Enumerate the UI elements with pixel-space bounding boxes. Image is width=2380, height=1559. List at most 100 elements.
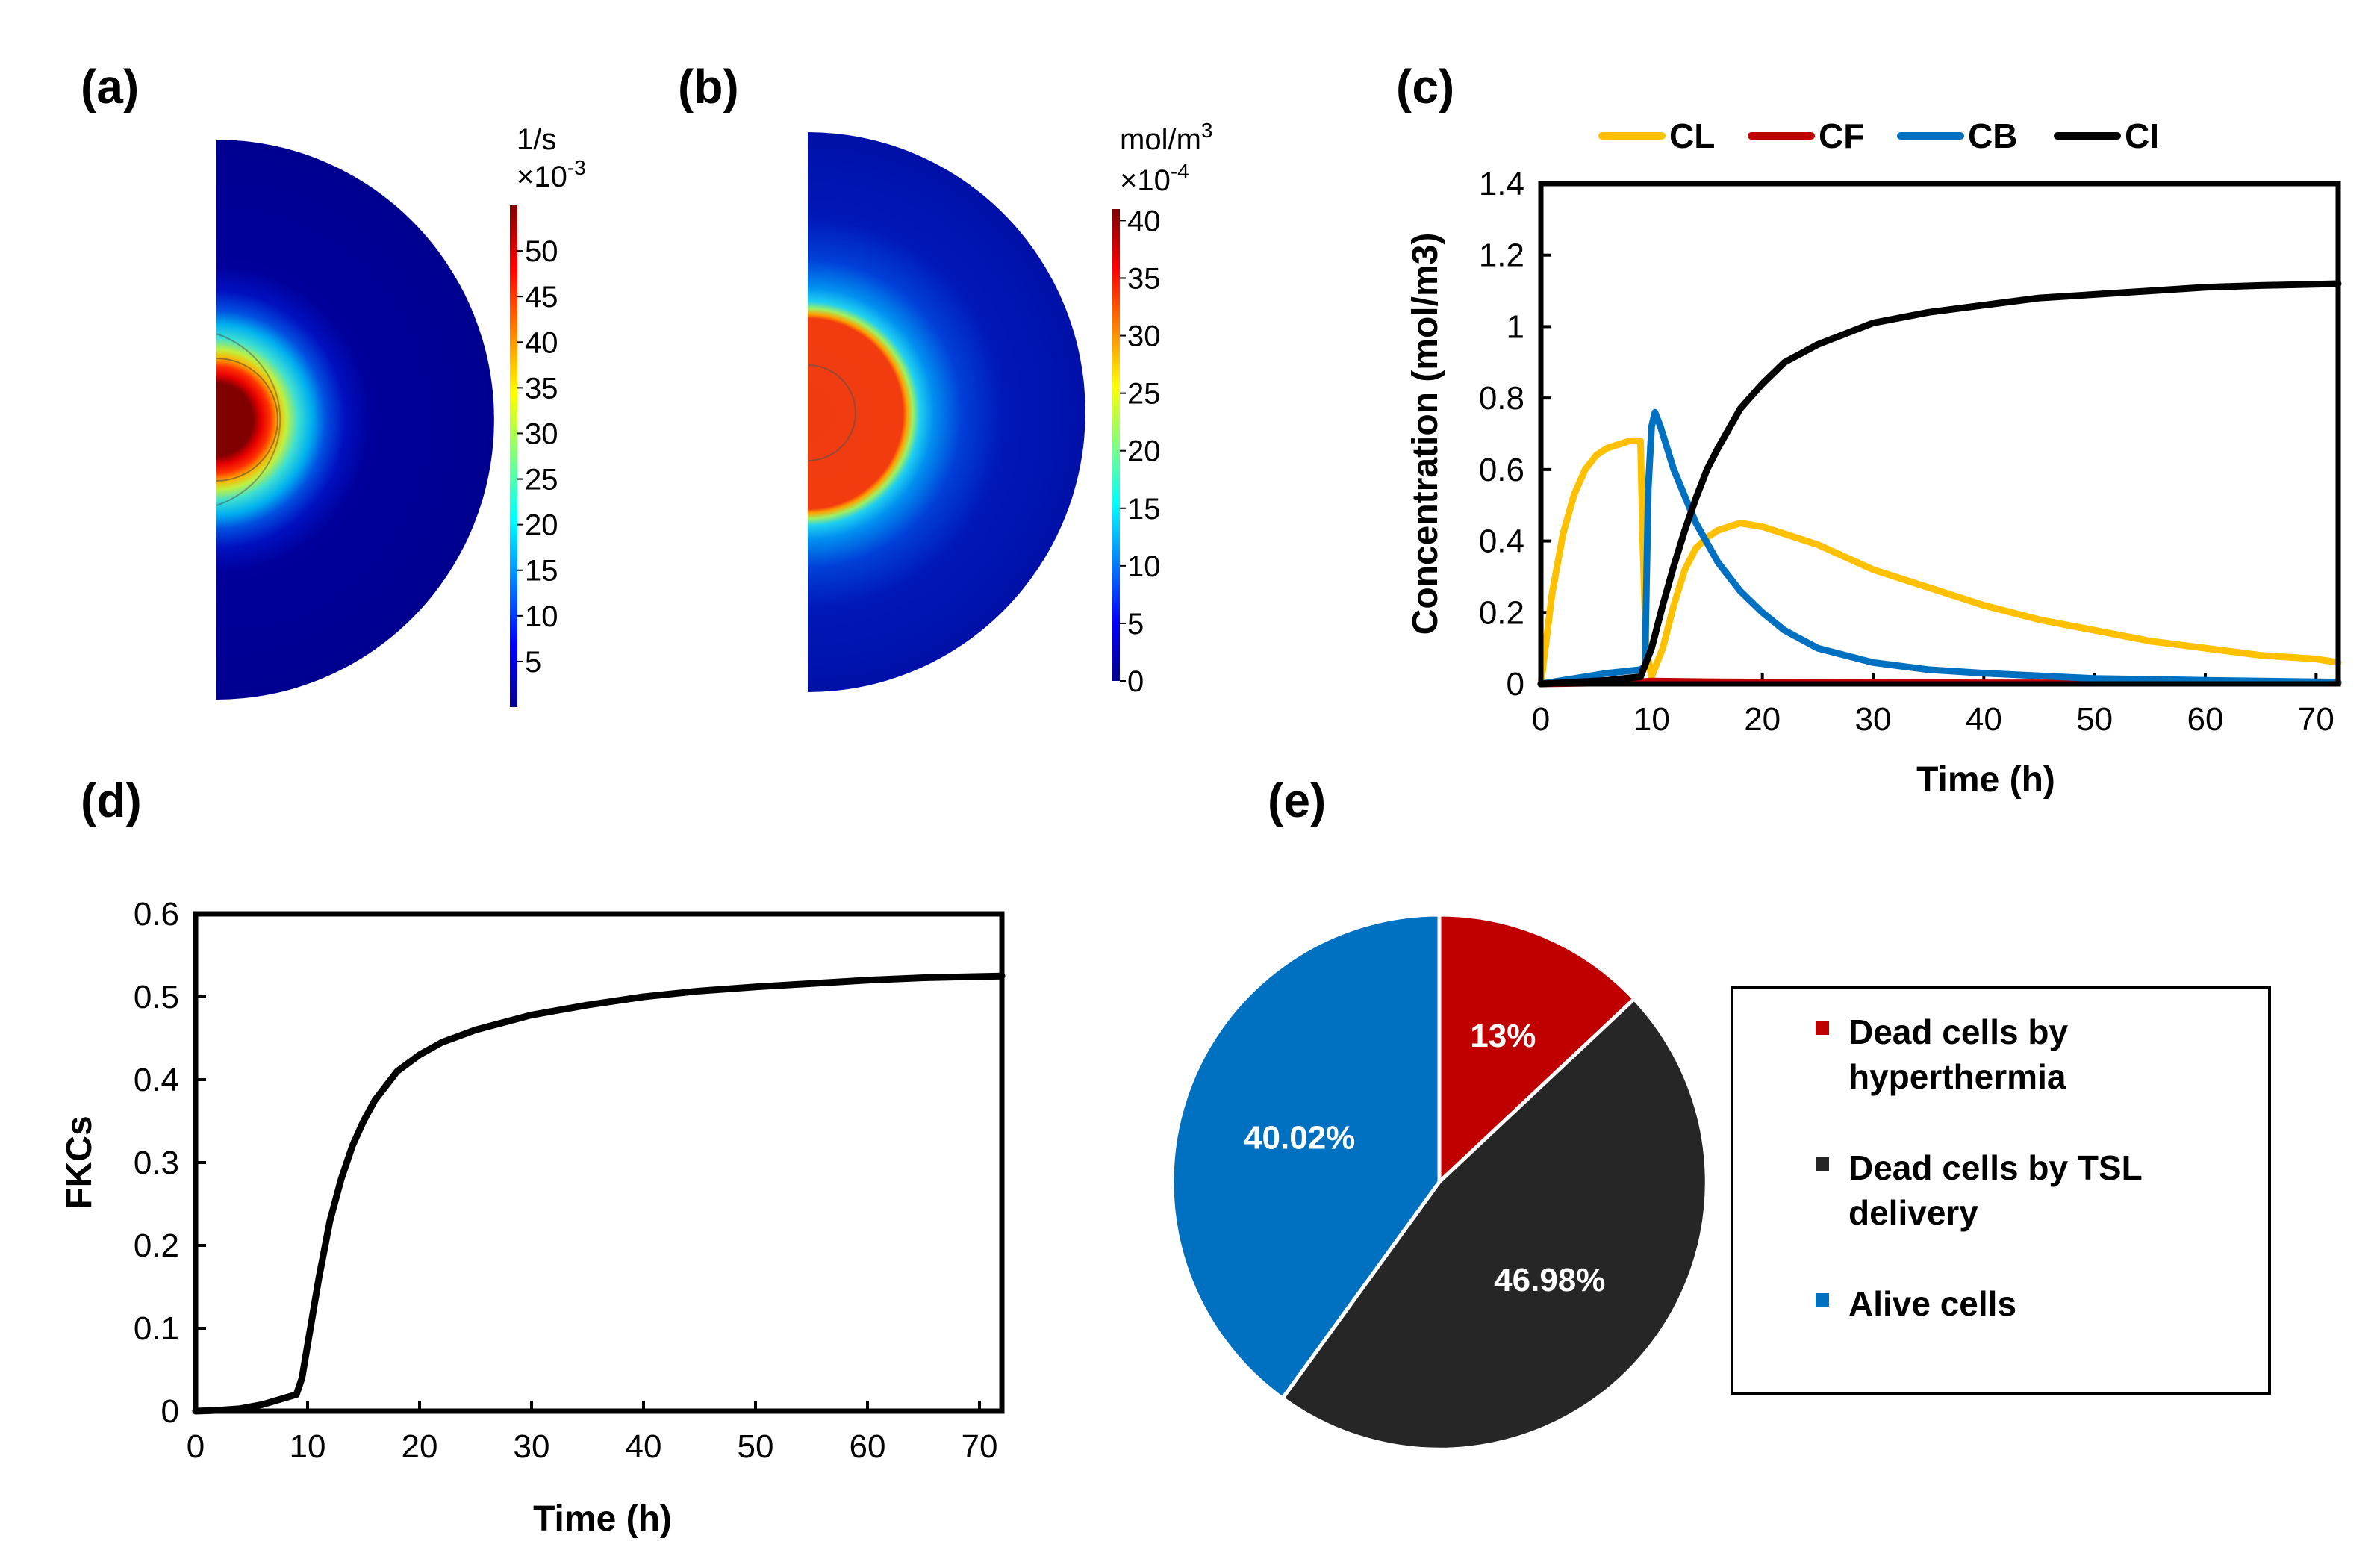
x-tick-label: 40 [1966,701,2002,738]
panel-a-heatmap [216,140,494,700]
colorbar-tick-label: 35 [525,372,558,405]
x-tick-label: 10 [1633,701,1670,738]
pie-slice-label: 46.98% [1494,1262,1605,1298]
x-tick-label: 60 [850,1428,886,1465]
panel-e-legend-box [1731,986,2271,1395]
y-tick-label: 1.4 [1479,166,1524,202]
panel-d: (d) 0 10 20 30 40 50 60 70 0 0.1 0.2 0.3 0.4 0.5 0.6 T… [60,774,1006,1539]
panel-e: (e) 13% 46.98% 40.02% Dead cells by hyperth… [1170,774,2271,1451]
colorbar-tick-label: 15 [525,555,558,588]
colorbar-tick-label: 0 [1127,665,1144,698]
panel-a-multiplier: ×10-3 [517,156,586,193]
panel-d-plot-frame [193,911,1005,1414]
panel-b-multiplier: ×10-4 [1120,160,1189,197]
panel-b-label: (b) [678,60,739,113]
y-tick-label: 0.6 [134,896,179,933]
panel-c-legend: CL CF CB CI [1598,116,2159,155]
y-tick-label: 1.2 [1479,237,1524,274]
colorbar-tick-label: 30 [525,417,558,450]
pie-slice [1170,912,1442,1401]
panel-c-label: (c) [1396,60,1454,113]
panel-a-unit: 1/s [517,123,556,156]
pie-slice-label: 40.02% [1244,1119,1355,1156]
colorbar-tick-label: 25 [525,464,558,497]
panel-a-colorbar-ticks: 5 10 15 20 25 30 35 40 45 50 [517,235,558,679]
y-tick-label: 0 [161,1393,179,1430]
legend-label-ci: CI [2125,116,2159,155]
x-tick-label: 30 [514,1428,550,1465]
panel-d-label: (d) [81,774,142,827]
panel-a-mesh-line-inner [216,358,278,482]
colorbar-tick-label: 35 [1127,262,1161,295]
colorbar-tick-label: 40 [1127,205,1161,237]
panel-d-axes: 0 10 20 30 40 50 60 70 0 0.1 0.2 0.3 0.4 0.5 0.6 [134,896,998,1465]
panel-b: (b) mol/m3 ×10-4 0 5 10 15 20 25 30 35 40 [678,60,1212,698]
panel-b-unit: mol/m3 [1120,119,1212,156]
panel-b-colorbar [1112,209,1120,681]
pie-legend-label: Alive cells [1848,1284,2016,1323]
x-tick-label: 50 [2076,701,2113,738]
colorbar-tick-label: 25 [1127,378,1161,411]
panel-c-axes: 0 10 20 30 40 50 60 70 0 0.2 0.4 0.6 0.8 1 1.2 1.4 [1479,166,2334,738]
legend-label-cf: CF [1819,116,1864,155]
panel-c: (c) CL CF CB CI 0 10 20 30 40 50 60 70 0 0.2 0.4 0.6 0.… [1396,60,2342,800]
panel-a-colorbar [510,205,517,707]
y-tick-label: 0.2 [1479,594,1524,631]
panel-d-xlabel: Time (h) [533,1499,672,1539]
pie-slice [1437,912,1637,1186]
panel-e-legend: Dead cells by hyperthermia Dead cells by T… [1816,1012,2143,1323]
x-tick-label: 40 [626,1428,662,1465]
x-tick-label: 20 [402,1428,438,1465]
series-line-fkcs [192,972,1006,1415]
colorbar-tick-label: 5 [525,646,541,679]
colorbar-tick-label: 20 [1127,435,1161,468]
pie-legend-swatch [1816,1157,1829,1171]
panel-d-ylabel: FKCs [60,1115,99,1209]
series-line-ci [1537,280,2342,688]
x-tick-label: 30 [1855,701,1892,738]
legend-label-cl: CL [1669,116,1715,155]
colorbar-tick-label: 45 [525,281,558,314]
panel-a-label: (a) [81,60,139,113]
y-tick-label: 0.1 [134,1310,179,1347]
panel-b-colorbar-ticks: 0 5 10 15 20 25 30 35 40 [1120,205,1161,698]
colorbar-tick-label: 5 [1127,608,1144,641]
panel-b-heatmap [808,132,1085,692]
colorbar-tick-label: 20 [525,509,558,542]
y-tick-label: 0.4 [1479,523,1524,560]
x-tick-label: 0 [1532,701,1550,738]
pie-legend-label: hyperthermia [1848,1057,2066,1096]
pie-legend-swatch [1816,1021,1829,1035]
y-tick-label: 0.3 [134,1145,179,1181]
y-tick-label: 0.2 [134,1227,179,1264]
colorbar-tick-label: 15 [1127,493,1161,526]
panel-c-ylabel: Concentration (mol/m3) [1406,233,1445,635]
pie-slice [1280,996,1709,1451]
panel-a-mesh-line-outer [216,333,281,506]
pie-legend-label: Dead cells by [1848,1012,2068,1051]
y-tick-label: 0.6 [1479,452,1524,488]
y-tick-label: 1 [1507,308,1524,345]
panel-c-xlabel: Time (h) [1916,760,2055,800]
series-line-cb [1537,408,2342,688]
colorbar-tick-label: 50 [525,235,558,268]
x-tick-label: 70 [2298,701,2334,738]
panel-d-lines [192,972,1006,1415]
colorbar-tick-label: 30 [1127,320,1161,353]
pie-legend-label: delivery [1848,1193,1978,1232]
series-line-cl [1537,438,2342,688]
y-tick-label: 0.5 [134,979,179,1015]
panel-c-plot-frame [1538,181,2341,687]
panel-a: (a) 1/s ×10-3 5 10 15 20 25 30 35 40 45 50 [81,60,586,707]
x-tick-label: 50 [738,1428,774,1465]
colorbar-tick-label: 10 [525,600,558,633]
legend-label-cb: CB [1968,116,2017,155]
colorbar-tick-label: 40 [525,326,558,359]
panel-b-mesh-line [807,364,856,461]
x-tick-label: 20 [1744,701,1781,738]
x-tick-label: 0 [187,1428,205,1465]
colorbar-tick-label: 10 [1127,550,1161,583]
panel-e-pie: 13% 46.98% 40.02% [1170,912,1709,1451]
y-tick-label: 0 [1507,666,1524,703]
